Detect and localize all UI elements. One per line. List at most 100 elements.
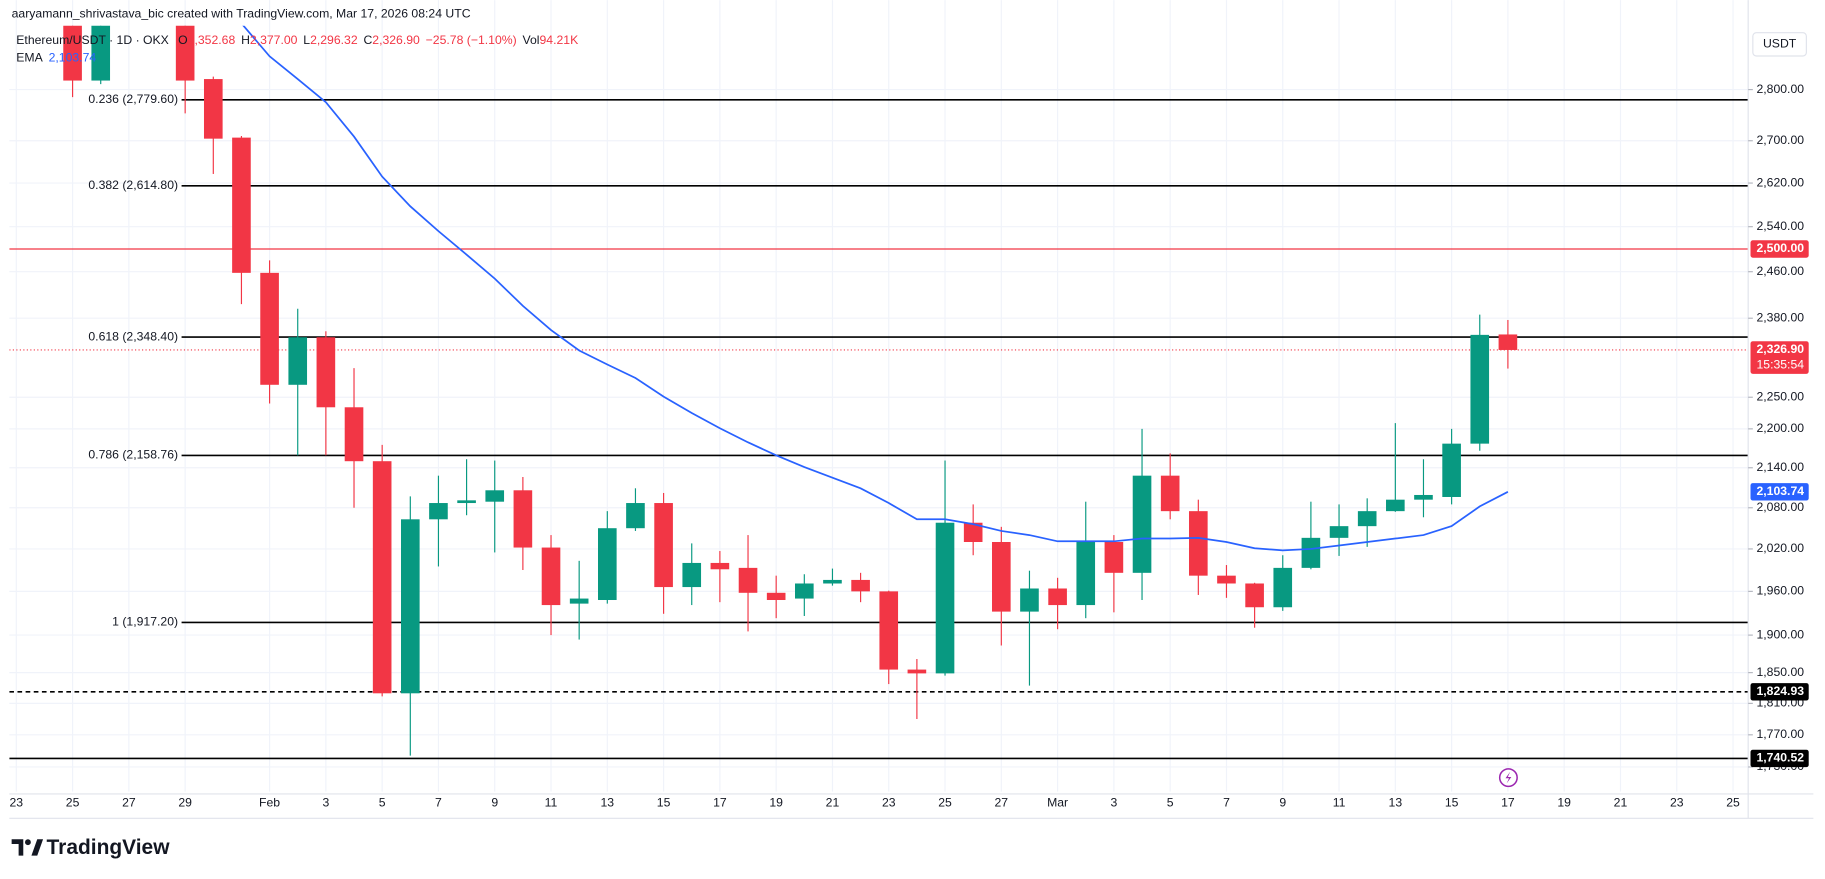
x-tick-label: 11 bbox=[1333, 795, 1346, 809]
ema-box bbox=[1750, 483, 1809, 501]
y-tick-label: 2,250.00 bbox=[1756, 389, 1804, 403]
candle-body bbox=[963, 522, 983, 542]
x-tick-label: 23 bbox=[882, 795, 896, 809]
candle-body bbox=[1329, 526, 1349, 538]
y-tick-label: 2,140.00 bbox=[1756, 460, 1804, 474]
ema-label: 2,103.74 bbox=[1756, 484, 1804, 498]
y-tick-label: 2,380.00 bbox=[1756, 310, 1804, 324]
x-tick-label: 9 bbox=[1279, 795, 1286, 809]
candle-body bbox=[1217, 575, 1236, 584]
volume-key: Vol bbox=[523, 33, 540, 47]
candle-body bbox=[766, 592, 786, 601]
symbol: Ethereum/USDT · 1D · OKX bbox=[16, 33, 169, 47]
candle-body bbox=[597, 528, 617, 601]
fib-label: 0.382 (2,614.80) bbox=[88, 178, 178, 192]
ema-line bbox=[242, 25, 1509, 552]
quote-value: 2,296.32 bbox=[310, 33, 358, 47]
candle-body bbox=[1076, 541, 1096, 606]
x-tick-label: 15 bbox=[1445, 795, 1459, 809]
candle-body bbox=[91, 25, 111, 81]
candle-body bbox=[1498, 334, 1518, 350]
y-tick-label: 2,700.00 bbox=[1756, 133, 1804, 147]
x-tick-label: 21 bbox=[1614, 795, 1628, 809]
price-line-box bbox=[1750, 749, 1809, 768]
x-tick-label: 9 bbox=[491, 795, 498, 809]
candle-body bbox=[1442, 443, 1461, 497]
quote-key: O bbox=[178, 33, 188, 47]
grid bbox=[9, 0, 1749, 792]
y-tick-label: 1,900.00 bbox=[1756, 627, 1804, 641]
candle-body bbox=[935, 522, 955, 674]
symbol-legend: Ethereum/USDT · 1D · OKX O2,352.68 H2,377.… bbox=[16, 33, 579, 47]
candle-body bbox=[710, 562, 730, 570]
price-line-label: 1,824.93 bbox=[1756, 684, 1804, 698]
candle-body bbox=[372, 461, 392, 694]
y-tick-label: 1,770.00 bbox=[1756, 727, 1804, 741]
candle-body bbox=[175, 25, 195, 81]
candle-body bbox=[63, 25, 82, 81]
x-tick-label: 17 bbox=[1501, 795, 1515, 809]
change: −25.78 (−1.10%) bbox=[426, 33, 517, 47]
y-tick-label: 2,540.00 bbox=[1756, 219, 1804, 233]
quote-value: 2,326.90 bbox=[372, 33, 420, 47]
x-tick-label: 15 bbox=[657, 795, 671, 809]
y-tick-label: 2,020.00 bbox=[1756, 541, 1804, 555]
x-tick-label: Feb bbox=[259, 795, 280, 809]
x-tick-label: 25 bbox=[66, 795, 80, 809]
x-tick-label: 7 bbox=[1223, 795, 1230, 809]
price-line-label: 1,740.52 bbox=[1756, 751, 1804, 765]
x-tick-label: 5 bbox=[379, 795, 386, 809]
brand: TradingView bbox=[47, 836, 171, 859]
candle-body bbox=[457, 500, 476, 504]
quote-value: 2,377.00 bbox=[250, 33, 298, 47]
candle-body bbox=[1189, 511, 1208, 576]
candle-body bbox=[1048, 588, 1067, 606]
candle-body bbox=[626, 503, 645, 529]
fib-label: 0.786 (2,158.76) bbox=[88, 448, 178, 462]
currency-button[interactable] bbox=[1752, 32, 1807, 57]
x-tick-label: 19 bbox=[1557, 795, 1571, 809]
candle-body bbox=[1104, 541, 1124, 573]
x-tick-label: 17 bbox=[713, 795, 727, 809]
candle-body bbox=[203, 79, 223, 139]
x-tick-label: 29 bbox=[178, 795, 192, 809]
candle-body bbox=[851, 579, 870, 592]
x-tick-label: 27 bbox=[122, 795, 136, 809]
candle-body bbox=[344, 407, 364, 462]
candle-body bbox=[1301, 537, 1321, 568]
legend: Ethereum/USDT · 1D · OKX O2,352.68 H2,377.… bbox=[16, 33, 579, 64]
y-tick-label: 2,460.00 bbox=[1756, 264, 1804, 278]
attribution: aaryamann_shrivastava_bic created with T… bbox=[12, 6, 471, 20]
fib-label: 0.618 (2,348.40) bbox=[88, 329, 178, 343]
ema-legend: EMA 2,103.74 bbox=[16, 51, 96, 65]
candle-body bbox=[879, 591, 899, 670]
countdown: 15:35:54 bbox=[1756, 357, 1804, 371]
x-tick-label: 25 bbox=[938, 795, 952, 809]
candle-body bbox=[232, 137, 251, 273]
candle-body bbox=[260, 272, 279, 385]
x-tick-label: Mar bbox=[1047, 795, 1068, 809]
currency[interactable]: USDT bbox=[1763, 37, 1797, 51]
fib-label: 0.236 (2,779.60) bbox=[88, 92, 178, 106]
candle-body bbox=[823, 579, 842, 584]
candle-body bbox=[795, 583, 814, 599]
x-tick-label: 19 bbox=[769, 795, 783, 809]
last-price-box bbox=[1750, 341, 1809, 374]
x-tick-label: 13 bbox=[601, 795, 615, 809]
candle-body bbox=[1386, 499, 1405, 512]
candle-body bbox=[682, 562, 702, 588]
quote-key: C bbox=[363, 33, 372, 47]
price-line-label: 2,500.00 bbox=[1756, 241, 1804, 255]
y-tick-label: 2,200.00 bbox=[1756, 421, 1804, 435]
candle-body bbox=[1160, 475, 1180, 512]
candle-body bbox=[400, 519, 420, 694]
price-line-box bbox=[1750, 683, 1809, 701]
candle-body bbox=[738, 567, 758, 593]
x-tick-label: 3 bbox=[1110, 795, 1117, 809]
candle-body bbox=[1470, 334, 1490, 444]
ema-name: EMA bbox=[16, 51, 43, 65]
ema-value: 2,103.74 bbox=[49, 51, 97, 65]
x-tick-label: 5 bbox=[1167, 795, 1174, 809]
y-tick-label: 2,800.00 bbox=[1756, 82, 1804, 96]
